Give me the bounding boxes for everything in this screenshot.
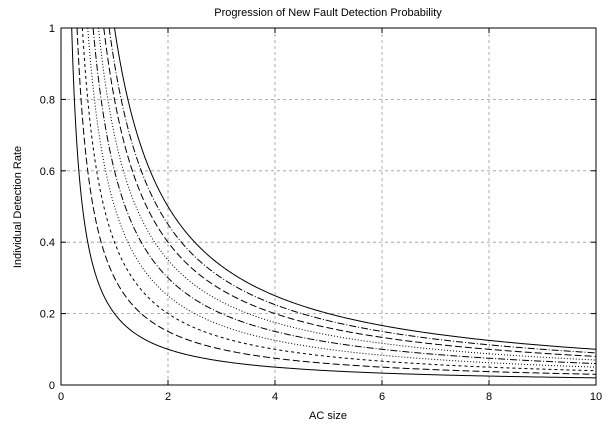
series-line-1 (71, 28, 597, 379)
y-tick-label: 0.4 (40, 237, 55, 249)
grid (61, 28, 596, 385)
y-axis-label: Individual Detection Rate (12, 146, 24, 268)
x-tick-label: 6 (379, 391, 385, 403)
x-axis: 0 2 4 6 8 10 (58, 28, 602, 403)
series-line-4 (87, 28, 597, 368)
series-line-3 (81, 28, 597, 372)
x-tick-label: 0 (58, 391, 64, 403)
x-tick-label: 2 (165, 391, 171, 403)
x-tick-label: 4 (272, 391, 278, 403)
series-line-2 (76, 28, 597, 375)
x-axis-label: AC size (309, 410, 347, 422)
series-line-9 (114, 27, 597, 350)
x-tick-label: 8 (486, 391, 492, 403)
y-tick-label: 0.8 (40, 94, 55, 106)
plot-frame (60, 27, 597, 386)
chart-title: Progression of New Fault Detection Proba… (214, 7, 442, 19)
series-line-7 (103, 27, 597, 357)
y-axis: 0 0.2 0.4 0.6 0.8 1 (40, 23, 596, 392)
series-line-5 (92, 27, 597, 365)
y-tick-label: 1 (49, 23, 55, 35)
x-tick-label: 10 (590, 391, 602, 403)
curves (71, 27, 597, 379)
y-tick-label: 0.6 (40, 166, 55, 178)
y-tick-label: 0 (49, 380, 55, 392)
y-tick-label: 0.2 (40, 309, 55, 321)
series-line-6 (97, 27, 597, 361)
series-line-8 (108, 27, 597, 354)
